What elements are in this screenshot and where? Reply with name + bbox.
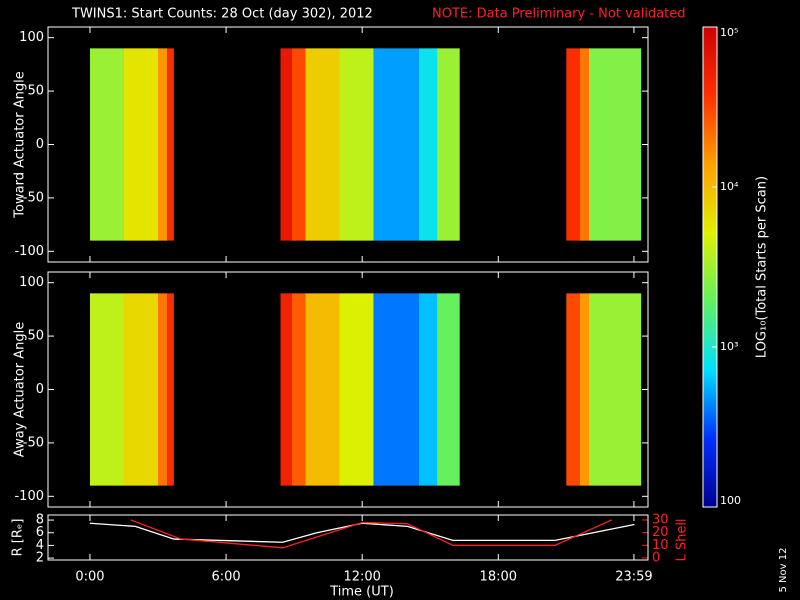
- y-tick-label: -50: [23, 435, 44, 450]
- y-tick-label: 6: [36, 525, 44, 540]
- colorbar-tick-label: 10³: [720, 340, 738, 353]
- plot-frame: [47, 514, 649, 561]
- note: NOTE: Data Preliminary - Not validated: [432, 7, 686, 22]
- heatmap-cell: [373, 293, 419, 486]
- heatmap-cell: [437, 48, 460, 241]
- y-tick-label: -100: [14, 244, 44, 259]
- heatmap-cell: [566, 293, 580, 486]
- y-axis-label: R [Rₑ]: [11, 519, 26, 557]
- heatmap-cell: [566, 48, 580, 241]
- x-tick-label: 18:00: [480, 570, 517, 585]
- heatmap-cell: [589, 293, 642, 486]
- heatmap-cell: [339, 48, 374, 241]
- heatmap-cell: [89, 293, 124, 486]
- y2-tick-label: 0: [652, 550, 660, 565]
- heatmap-cell: [305, 293, 340, 486]
- chart-title: TWINS1: Start Counts: 28 Oct (day 302), …: [71, 7, 373, 22]
- heatmap-cell: [280, 293, 292, 486]
- colorbar-label: LOG₁₀(Total Starts per Scan): [755, 176, 770, 358]
- heatmap-cell: [418, 293, 438, 486]
- footnote: 5 Nov 12: [778, 548, 789, 593]
- y-tick-label: 0: [36, 382, 44, 397]
- y-tick-label: 8: [36, 513, 44, 528]
- colorbar-tick-label: 10⁵: [720, 26, 738, 39]
- heatmap-cell: [158, 293, 168, 486]
- x-tick-label: 23:59: [615, 570, 652, 585]
- y-tick-label: 100: [19, 275, 44, 290]
- y-tick-label: 50: [27, 84, 44, 99]
- y2-tick-label: 20: [652, 525, 669, 540]
- y-tick-label: -100: [14, 489, 44, 504]
- y-tick-label: -50: [23, 190, 44, 205]
- heatmap-cell: [123, 293, 159, 486]
- heatmap-cell: [305, 48, 340, 241]
- heatmap-cell: [89, 48, 124, 241]
- colorbar-tick-label: 100: [720, 494, 741, 507]
- colorbar: [702, 26, 718, 508]
- heatmap-cell: [291, 48, 306, 241]
- heatmap-cell: [339, 293, 374, 486]
- colorbar-tick-label: 10⁴: [720, 180, 739, 193]
- heatmap-cell: [418, 48, 438, 241]
- y2-tick-label: 10: [652, 538, 669, 553]
- heatmap-cell: [280, 48, 292, 241]
- y-tick-label: 100: [19, 30, 44, 45]
- heatmap-cell: [373, 48, 419, 241]
- heatmap-cell: [589, 48, 642, 241]
- heatmap-cell: [437, 293, 460, 486]
- heatmap-cell: [167, 293, 174, 486]
- panel: [89, 48, 642, 241]
- line: [130, 519, 612, 549]
- heatmap-cell: [158, 48, 168, 241]
- y-axis-label: Away Actuator Angle: [13, 322, 28, 457]
- y2-tick-label: 30: [652, 512, 669, 527]
- y-tick-label: 50: [27, 329, 44, 344]
- y2-axis-label: L Shell: [675, 518, 690, 561]
- y-tick-label: 2: [36, 551, 44, 566]
- x-axis-label: Time (UT): [329, 585, 394, 600]
- line: [89, 522, 635, 543]
- x-tick-label: 12:00: [343, 570, 380, 585]
- y-tick-label: 0: [36, 137, 44, 152]
- y-axis-label: Toward Actuator Angle: [13, 71, 28, 218]
- x-tick-label: 6:00: [211, 570, 240, 585]
- x-tick-label: 0:00: [75, 570, 104, 585]
- heatmap-cell: [291, 293, 306, 486]
- panel: [89, 293, 642, 486]
- heatmap-cell: [579, 293, 590, 486]
- heatmap-cell: [579, 48, 590, 241]
- heatmap-cell: [167, 48, 174, 241]
- y-tick-label: 4: [36, 538, 44, 553]
- heatmap-cell: [123, 48, 159, 241]
